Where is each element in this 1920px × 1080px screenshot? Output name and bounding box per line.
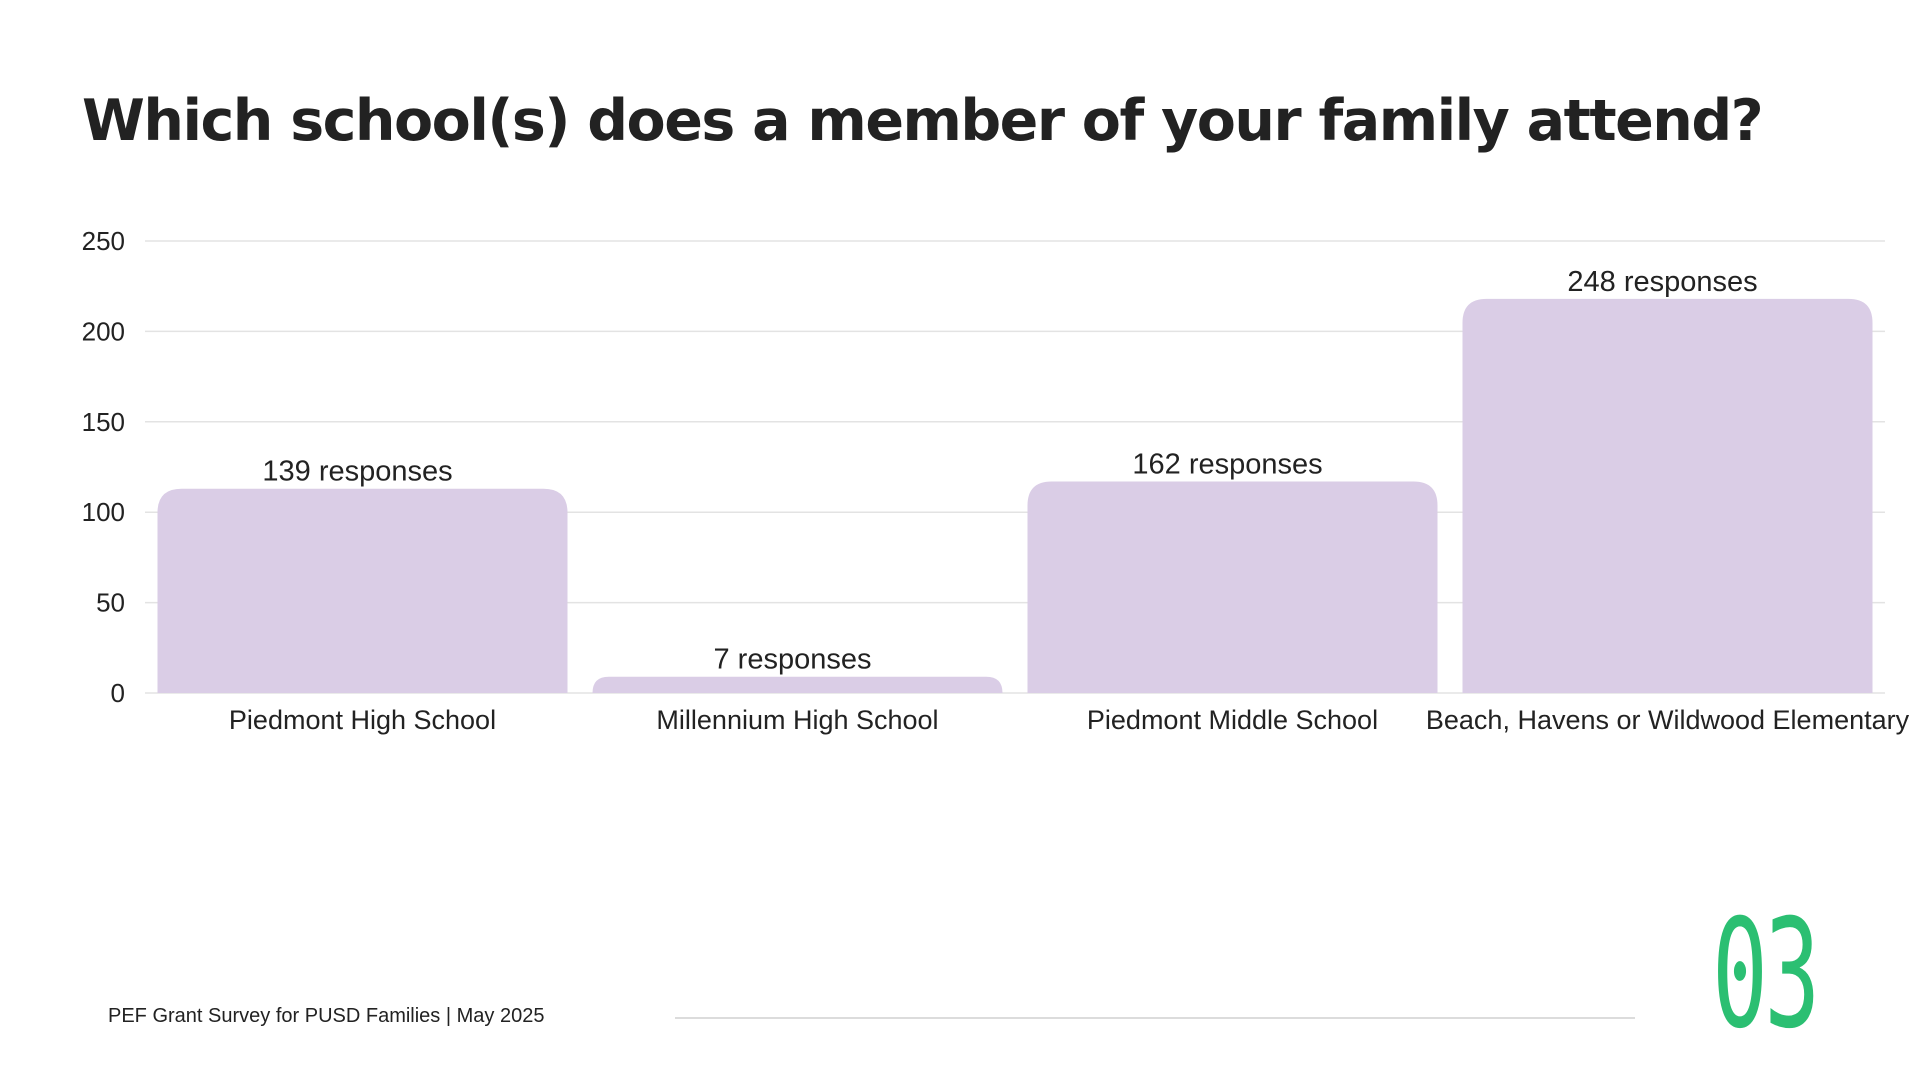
data-label: 248 responses xyxy=(1567,266,1757,298)
x-tick-label: Piedmont High School xyxy=(229,705,496,735)
x-tick-label: Piedmont Middle School xyxy=(1087,705,1378,735)
y-tick-label: 50 xyxy=(96,588,125,618)
page-number: 03 xyxy=(1712,888,1820,1062)
x-axis-ticks: Piedmont High School Millennium High Scho… xyxy=(229,705,1910,735)
footer-text: PEF Grant Survey for PUSD Families | May… xyxy=(108,1005,545,1027)
y-tick-label: 150 xyxy=(82,407,125,437)
bar-chart: 0 50 100 150 200 250 139 responses 7 responses… xyxy=(82,226,1910,735)
bar xyxy=(157,488,568,693)
y-tick-label: 100 xyxy=(82,497,125,527)
bar xyxy=(1027,481,1438,693)
y-tick-label: 200 xyxy=(82,316,125,346)
data-label: 139 responses xyxy=(262,456,452,488)
x-tick-label: Millennium High School xyxy=(656,705,938,735)
footer-divider xyxy=(675,1017,1635,1019)
y-tick-label: 250 xyxy=(82,226,125,256)
bar xyxy=(1462,298,1873,693)
bars xyxy=(157,298,1873,693)
y-tick-label: 0 xyxy=(111,678,125,708)
x-tick-label: Beach, Havens or Wildwood Elementary xyxy=(1426,705,1910,735)
slide-title: Which school(s) does a member of your fa… xyxy=(82,88,1764,154)
bar xyxy=(592,676,1003,693)
data-label: 7 responses xyxy=(714,644,872,676)
data-label: 162 responses xyxy=(1132,448,1322,480)
data-labels: 139 responses 7 responses 162 responses 248… xyxy=(262,266,1757,676)
y-axis-ticks: 0 50 100 150 200 250 xyxy=(82,226,125,708)
